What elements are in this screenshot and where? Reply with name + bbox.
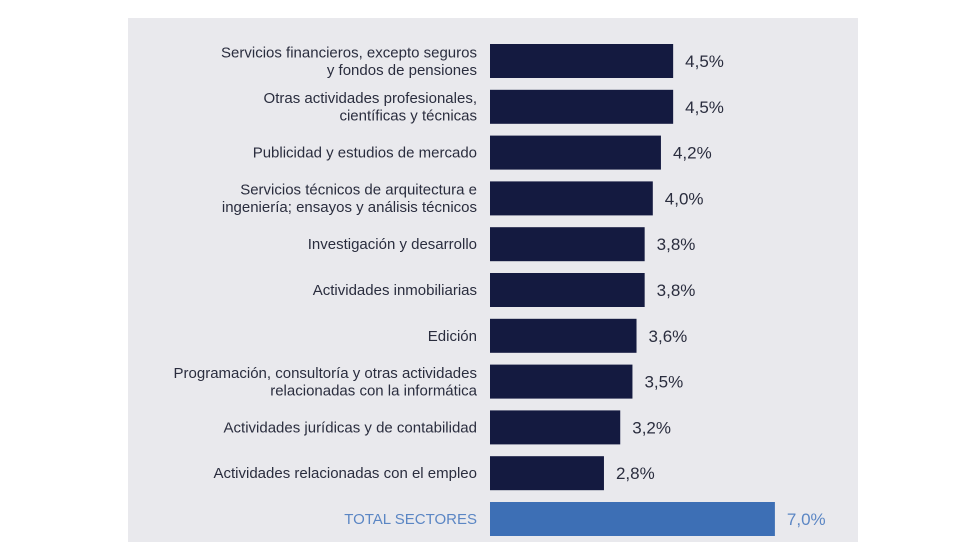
value-label: 4,5%	[685, 98, 724, 117]
bar	[490, 502, 775, 536]
value-label: 4,2%	[673, 144, 712, 163]
bar	[490, 410, 621, 445]
category-label: TOTAL SECTORES	[344, 511, 477, 528]
value-label: 2,8%	[616, 464, 655, 483]
bar	[490, 181, 653, 216]
category-label: Actividades relacionadas con el empleo	[214, 465, 478, 482]
category-label: y fondos de pensiones	[327, 62, 477, 79]
category-label: científicas y técnicas	[339, 108, 477, 125]
value-label: 4,0%	[665, 189, 704, 208]
chart-panel: 4,5% Servicios financieros, excepto segur…	[128, 18, 858, 542]
category-label: Actividades jurídicas y de contabilidad	[224, 419, 477, 436]
category-label: Servicios financieros, excepto seguros	[221, 44, 477, 61]
category-label: Edición	[428, 328, 477, 345]
bar	[490, 273, 645, 307]
category-label: Servicios técnicos de arquitectura e	[240, 182, 477, 199]
bar	[490, 364, 633, 399]
value-label: 3,6%	[649, 327, 688, 346]
category-label: ingeniería; ensayos y análisis técnicos	[222, 199, 477, 216]
category-label: relacionadas con la informática	[270, 382, 477, 399]
bar	[490, 456, 604, 491]
category-label: Otras actividades profesionales,	[264, 90, 477, 107]
value-label: 3,2%	[632, 418, 671, 437]
bar	[490, 44, 674, 78]
value-label: 3,5%	[644, 373, 683, 392]
bar	[490, 135, 661, 170]
bar-chart: 4,5% Servicios financieros, excepto segur…	[174, 44, 826, 536]
category-label: Programación, consultoría y otras activi…	[174, 365, 477, 382]
bar	[490, 89, 674, 124]
value-label: 3,8%	[657, 235, 696, 254]
category-label: Publicidad y estudios de mercado	[253, 145, 477, 162]
bar	[490, 227, 645, 262]
category-label: Actividades inmobiliarias	[313, 282, 477, 299]
value-label: 3,8%	[657, 281, 696, 300]
value-label: 4,5%	[685, 52, 724, 71]
value-label: 7,0%	[787, 510, 826, 529]
bar	[490, 318, 637, 353]
category-label: Investigación y desarrollo	[308, 236, 477, 253]
